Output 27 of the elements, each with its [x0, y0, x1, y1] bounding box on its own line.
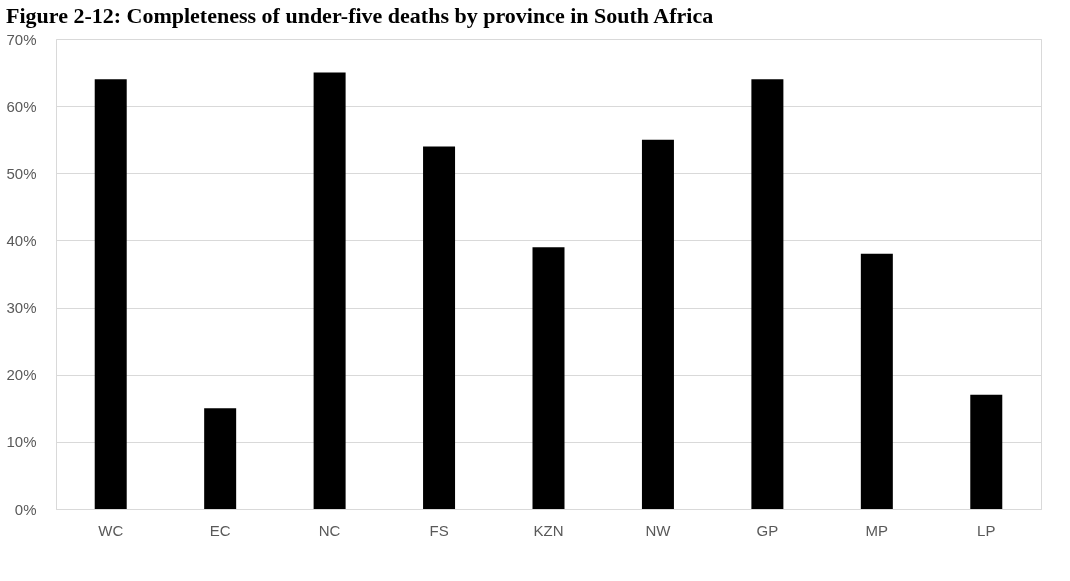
x-tick-label: NC [318, 521, 341, 539]
x-tick-label: GP [756, 521, 779, 539]
bar [970, 394, 1003, 509]
bar [860, 253, 893, 509]
x-tick-label: EC [209, 521, 231, 539]
x-tick-label: NW [645, 521, 672, 539]
y-tick-label: 10% [6, 433, 37, 451]
x-tick-label: WC [98, 521, 124, 539]
y-tick-label: 40% [6, 231, 37, 249]
bar [204, 408, 237, 509]
y-tick-label: 30% [6, 299, 37, 317]
y-tick-label: 60% [6, 97, 37, 115]
chart-title: Figure 2-12: Completeness of under-five deaths by province in South Africa [5, 3, 714, 28]
y-tick-label: 0% [14, 500, 37, 518]
x-tick-label: FS [429, 521, 449, 539]
y-tick-label: 20% [6, 366, 37, 384]
x-tick-label: LP [977, 521, 996, 539]
bar [641, 139, 674, 509]
y-tick-label: 70% [6, 30, 37, 48]
bar [423, 146, 456, 509]
bar [532, 247, 565, 509]
bar [313, 72, 346, 509]
bar [751, 79, 784, 509]
bar [94, 79, 127, 509]
y-tick-label: 50% [6, 164, 37, 182]
x-tick-label: KZN [533, 521, 564, 539]
x-tick-label: MP [865, 521, 889, 539]
